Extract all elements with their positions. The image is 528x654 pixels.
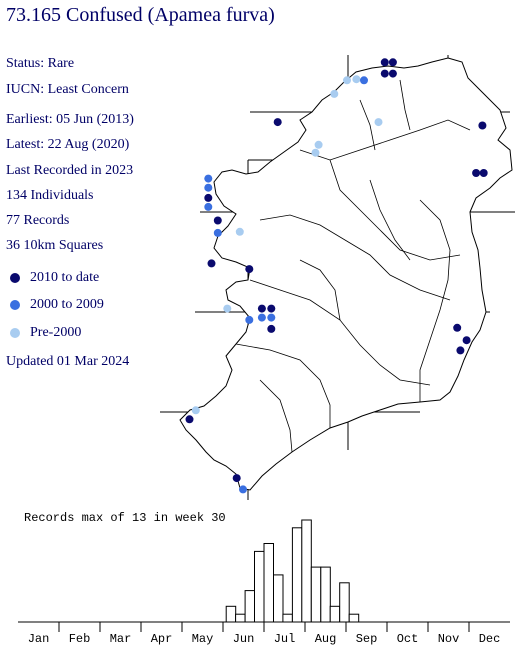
record-dot: [462, 336, 471, 345]
record-dot: [232, 474, 241, 483]
month-label: Sep: [356, 632, 378, 646]
record-dot: [380, 58, 389, 67]
flight-period-chart: Jan Feb Mar Apr May Jun Jul Aug Sep Oct Nov Dec: [18, 519, 510, 646]
histogram-bar: [310, 566, 322, 623]
histogram-bar: [291, 527, 303, 623]
record-dot: [245, 265, 254, 274]
record-dot: [267, 304, 276, 313]
record-dot: [191, 406, 200, 415]
histogram-bar: [263, 543, 274, 623]
record-dot: [388, 58, 397, 67]
histogram-bar: [339, 582, 350, 623]
record-dot: [204, 174, 213, 183]
month-label: Jan: [28, 632, 50, 646]
histogram-bar: [244, 590, 256, 623]
record-dot: [453, 323, 462, 332]
record-dot: [374, 118, 383, 127]
month-label: May: [192, 632, 214, 646]
record-dots: [185, 58, 488, 494]
legend-item-2000: 2000 to 2009: [6, 297, 104, 313]
chart-axis: Jan Feb Mar Apr May Jun Jul Aug Sep Oct Nov Dec: [18, 621, 510, 646]
histogram-bar: [282, 613, 293, 623]
record-dot: [267, 313, 276, 322]
record-dot: [388, 69, 397, 78]
month-label: Nov: [438, 632, 460, 646]
histogram-bar: [225, 605, 237, 623]
month-label: Oct: [397, 632, 419, 646]
month-label: Aug: [315, 632, 337, 646]
last-recorded-text: Last Recorded in 2023: [6, 163, 134, 178]
legend-dot-icon: [10, 300, 20, 310]
record-dot: [204, 202, 213, 211]
distribution-map: [160, 55, 515, 500]
legend-item-pre2000: Pre-2000: [6, 325, 81, 341]
record-dot: [213, 228, 222, 237]
month-label: Jun: [233, 632, 255, 646]
earliest-text: Earliest: 05 Jun (2013): [6, 112, 134, 127]
record-dot: [257, 313, 266, 322]
month-label: Mar: [110, 632, 132, 646]
record-dot: [360, 76, 368, 85]
chart-bars: [225, 519, 360, 623]
record-dot: [207, 259, 216, 268]
record-dot: [235, 227, 244, 236]
record-dot: [330, 89, 339, 98]
histogram-bar: [329, 605, 341, 623]
record-dot: [257, 304, 266, 313]
month-label: Feb: [69, 632, 91, 646]
legend-dot-icon: [10, 328, 20, 338]
record-dot: [343, 76, 351, 85]
status-text: Status: Rare: [6, 56, 75, 71]
record-dot: [267, 324, 276, 333]
latest-text: Latest: 22 Aug (2020): [6, 137, 130, 152]
county-boundaries: [235, 79, 471, 453]
chart-title: Records max of 13 in week 30: [24, 511, 226, 525]
month-label: Apr: [151, 632, 173, 646]
histogram-bar: [301, 519, 312, 623]
iucn-text: IUCN: Least Concern: [6, 82, 129, 97]
record-dot: [245, 315, 254, 324]
record-dot: [204, 193, 213, 202]
record-dot: [352, 75, 361, 84]
month-label: Dec: [479, 632, 501, 646]
squares-count: 36 10km Squares: [6, 238, 104, 253]
histogram-bar: [235, 613, 246, 623]
record-dot: [456, 346, 465, 355]
record-dot: [273, 118, 282, 127]
record-dot: [380, 69, 389, 78]
record-dot: [311, 148, 320, 157]
histogram-bar: [273, 574, 284, 623]
updated-text: Updated 01 Mar 2024: [6, 354, 130, 369]
legend-label: 2010 to date: [30, 270, 100, 285]
record-dot: [223, 304, 232, 313]
records-count: 77 Records: [6, 213, 70, 228]
month-label: Jul: [274, 632, 296, 646]
histogram-bar: [348, 613, 360, 623]
record-dot: [185, 415, 194, 424]
individuals-count: 134 Individuals: [6, 188, 94, 203]
legend-dot-icon: [10, 273, 20, 283]
record-dot: [314, 140, 323, 149]
ireland-outline: [179, 57, 513, 491]
record-dot: [239, 485, 247, 494]
legend-label: 2000 to 2009: [30, 297, 104, 312]
legend-item-2010: 2010 to date: [6, 270, 99, 286]
legend-label: Pre-2000: [30, 325, 82, 340]
page-title: 73.165 Confused (Apamea furva): [6, 4, 275, 26]
record-dot: [213, 216, 222, 225]
record-dot: [204, 183, 213, 192]
histogram-bar: [320, 566, 331, 623]
record-dot: [478, 121, 487, 130]
histogram-bar: [254, 550, 265, 623]
record-dot: [472, 169, 481, 177]
record-dot: [479, 169, 488, 177]
